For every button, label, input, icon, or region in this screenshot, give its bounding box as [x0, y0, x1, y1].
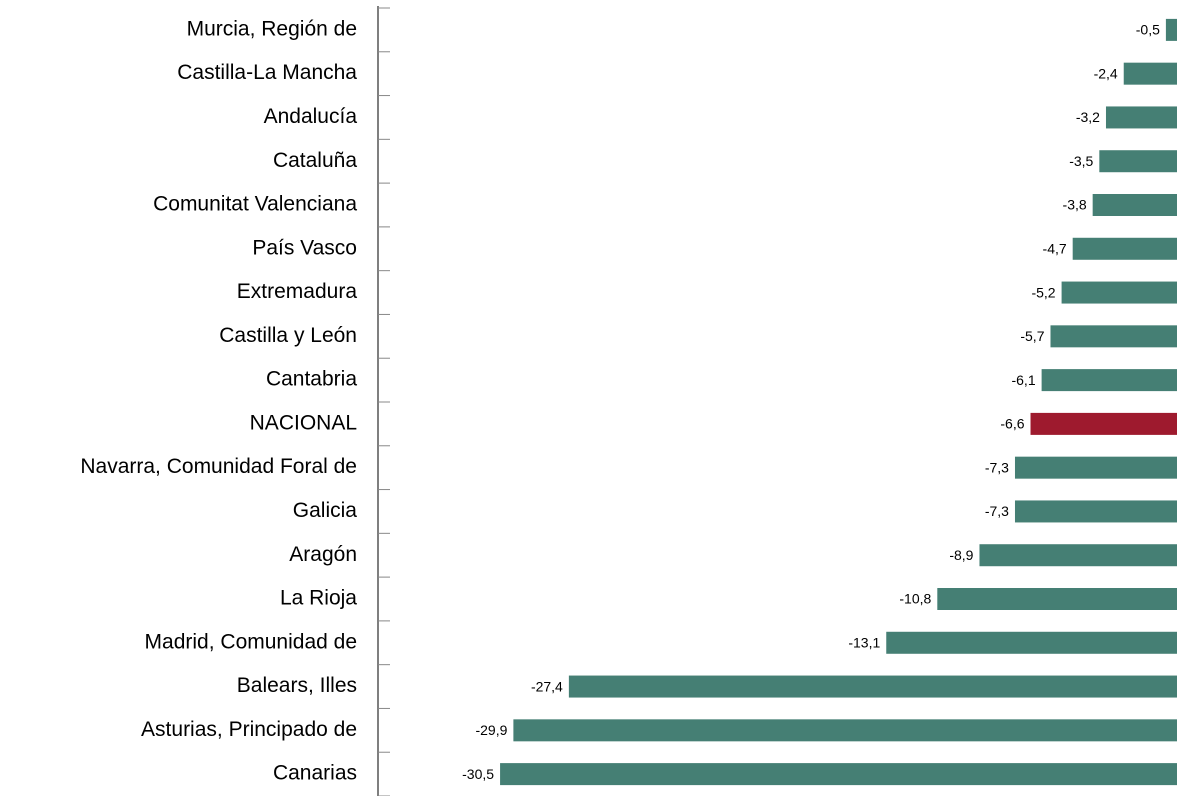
- y-tick-label: Andalucía: [264, 105, 358, 128]
- value-label: -27,4: [531, 678, 563, 694]
- bar: [937, 588, 1177, 610]
- bar: [568, 675, 1177, 698]
- bar: [1014, 456, 1177, 479]
- value-label: -6,1: [1011, 372, 1035, 388]
- y-tick-label: La Rioja: [280, 587, 357, 610]
- y-tick-label: Cantabria: [266, 368, 357, 391]
- bar: [1050, 325, 1177, 348]
- value-label: -8,9: [949, 547, 973, 563]
- value-label: -10,8: [899, 591, 931, 607]
- y-tick-label: Murcia, Región de: [187, 17, 357, 40]
- bar: [1041, 369, 1177, 392]
- value-label: -3,5: [1069, 153, 1093, 169]
- bar: [513, 719, 1177, 742]
- value-label: -6,6: [1000, 416, 1024, 432]
- y-tick-label: Galicia: [293, 499, 358, 522]
- bar: [500, 763, 1177, 786]
- y-tick-label: Balears, Illes: [237, 674, 357, 697]
- bar: [886, 631, 1177, 654]
- y-tick-label: Navarra, Comunidad Foral de: [80, 455, 357, 478]
- value-label: -7,3: [985, 503, 1009, 519]
- bar: [1105, 106, 1177, 129]
- bar: [1165, 18, 1177, 41]
- y-tick-label: NACIONAL: [250, 411, 357, 434]
- value-label: -13,1: [848, 634, 880, 650]
- bar: [1061, 281, 1177, 304]
- value-label: -3,2: [1076, 109, 1100, 125]
- bar: [1014, 500, 1177, 523]
- value-label: -7,3: [985, 459, 1009, 475]
- bar: [1030, 412, 1177, 435]
- y-tick-label: Canarias: [273, 762, 357, 785]
- value-label: -29,9: [475, 722, 507, 738]
- y-tick-label: País Vasco: [252, 236, 357, 259]
- y-tick-label: Madrid, Comunidad de: [145, 630, 357, 653]
- value-label: -4,7: [1043, 240, 1067, 256]
- y-tick-label: Extremadura: [237, 280, 358, 303]
- y-tick-label: Cataluña: [273, 149, 357, 172]
- value-label: -3,8: [1063, 197, 1087, 213]
- bar: [1072, 237, 1177, 260]
- bar: [1092, 194, 1177, 216]
- value-label: -5,7: [1020, 328, 1044, 344]
- y-tick-label: Aragón: [289, 543, 357, 566]
- bar: [979, 544, 1177, 567]
- y-tick-label: Castilla-La Mancha: [177, 61, 357, 84]
- y-tick-label: Asturias, Principado de: [141, 718, 357, 741]
- y-tick-label: Comunitat Valenciana: [153, 193, 357, 216]
- bar: [1123, 62, 1177, 85]
- value-label: -0,5: [1136, 22, 1160, 38]
- y-tick-label: Castilla y León: [219, 324, 357, 347]
- value-label: -5,2: [1031, 284, 1055, 300]
- value-label: -30,5: [462, 766, 494, 782]
- value-label: -2,4: [1094, 65, 1118, 81]
- bar: [1099, 150, 1177, 173]
